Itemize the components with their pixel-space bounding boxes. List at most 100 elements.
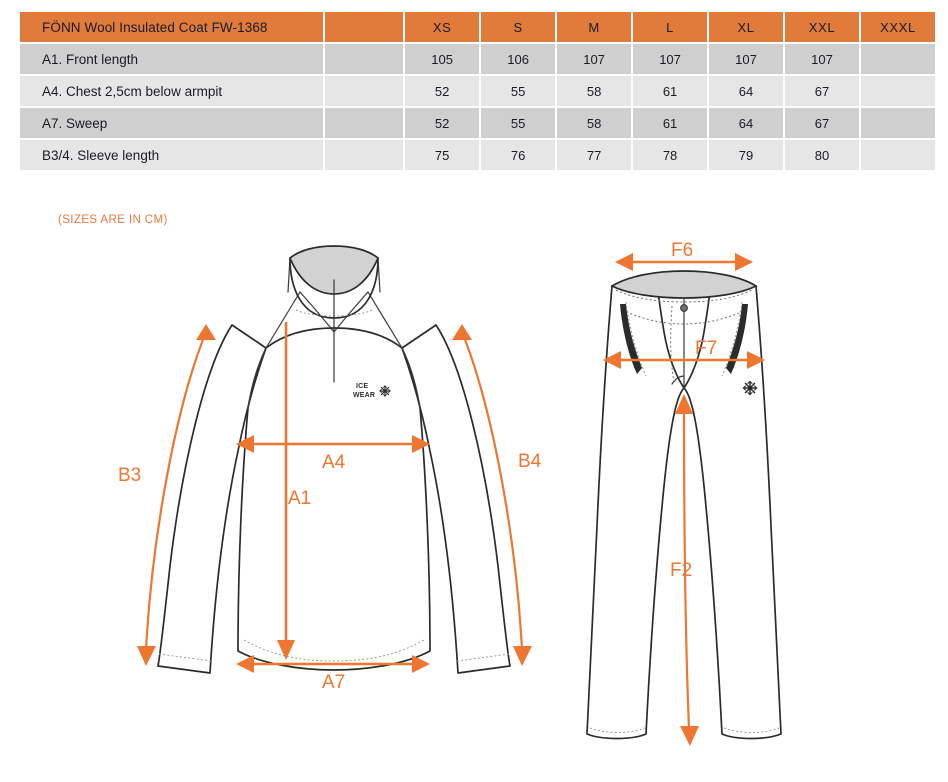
pants-left-leg xyxy=(586,281,685,740)
spacer-cell xyxy=(325,44,404,74)
value-l: 61 xyxy=(633,76,708,106)
header-size-l: L xyxy=(633,12,708,42)
measure-arrow-f6: F6 xyxy=(615,240,753,271)
f7-arrowhead-right xyxy=(747,351,765,369)
f2-arrowhead-top xyxy=(675,394,693,414)
f6-arrowhead-right xyxy=(735,253,753,271)
label-a1: A1 xyxy=(288,488,311,509)
jacket-left-sleeve xyxy=(157,324,267,674)
header-size-xl: XL xyxy=(709,12,783,42)
garment-diagram-svg: ICE WEAR B3 B4 xyxy=(118,240,782,746)
value-xs: 75 xyxy=(405,140,480,170)
a7-arrowhead-left xyxy=(236,655,254,673)
garment-diagrams: ICE WEAR B3 B4 xyxy=(0,236,948,782)
header-size-xs: XS xyxy=(405,12,480,42)
right-armhole-seam xyxy=(401,347,421,409)
header-spacer-cell xyxy=(325,12,404,42)
value-xxl: 107 xyxy=(785,44,859,74)
label-f2: F2 xyxy=(670,560,692,581)
table-header: FÖNN Wool Insulated Coat FW-1368 XS S M … xyxy=(20,12,935,42)
value-xs: 52 xyxy=(405,108,480,138)
value-xxl: 67 xyxy=(785,76,859,106)
left-pocket-stitch xyxy=(625,301,647,377)
f2-arrowhead-bottom xyxy=(680,726,699,746)
sizes-unit-note: (SIZES ARE IN CM) xyxy=(58,214,168,226)
left-armhole-seam xyxy=(247,347,267,409)
measure-arrow-f2: F2 xyxy=(670,394,699,746)
value-s: 55 xyxy=(481,76,556,106)
label-b4: B4 xyxy=(518,451,542,472)
value-m: 77 xyxy=(557,140,632,170)
right-cuff-stitch xyxy=(456,653,510,662)
value-xxxl xyxy=(860,76,935,106)
b3-arrowhead-bottom xyxy=(137,646,156,666)
pants-fly-stitch xyxy=(670,305,675,383)
right-yoke-seam xyxy=(333,291,369,333)
b3-arrowhead-top xyxy=(196,324,216,340)
value-l: 78 xyxy=(633,140,708,170)
label-f7: F7 xyxy=(695,338,717,359)
a4-arrowhead-left xyxy=(236,435,254,453)
f2-arrow-line xyxy=(682,405,691,729)
label-a4: A4 xyxy=(322,452,346,473)
collar-left-edge xyxy=(287,257,291,293)
table-row: B3/4. Sleeve length 75 76 77 78 79 80 xyxy=(20,140,935,170)
measure-arrow-a1: A1 xyxy=(277,322,311,660)
fly-curve xyxy=(671,375,685,385)
value-s: 106 xyxy=(481,44,556,74)
a7-arrowhead-right xyxy=(412,655,430,673)
table-row: A1. Front length 105 106 107 107 107 107 xyxy=(20,44,935,74)
left-cuff-stitch xyxy=(158,653,212,662)
snowflake-icon xyxy=(742,380,758,396)
product-title: FÖNN Wool Insulated Coat FW-1368 xyxy=(20,12,324,42)
value-m: 58 xyxy=(557,108,632,138)
value-l: 61 xyxy=(633,108,708,138)
table-row: A4. Chest 2,5cm below armpit 52 55 58 61… xyxy=(20,76,935,106)
right-hem-stitch xyxy=(723,727,780,733)
ice-wear-logo: ICE WEAR xyxy=(353,383,391,399)
f6-arrowhead-left xyxy=(615,253,633,271)
header-row: FÖNN Wool Insulated Coat FW-1368 XS S M … xyxy=(20,12,935,42)
right-pocket-stitch xyxy=(721,301,743,377)
value-m: 58 xyxy=(557,76,632,106)
value-xl: 107 xyxy=(709,44,783,74)
value-xs: 105 xyxy=(405,44,480,74)
logo-line-1: ICE xyxy=(356,383,368,390)
value-xs: 52 xyxy=(405,76,480,106)
pants-left-pocket xyxy=(620,304,642,374)
spacer-cell xyxy=(325,76,404,106)
header-size-s: S xyxy=(481,12,556,42)
value-xl: 64 xyxy=(709,76,783,106)
left-yoke-seam xyxy=(299,291,335,333)
b4-arrowhead-bottom xyxy=(513,646,532,666)
table-body: A1. Front length 105 106 107 107 107 107… xyxy=(20,44,935,170)
label-a7: A7 xyxy=(322,672,345,693)
value-s: 55 xyxy=(481,108,556,138)
measure-arrow-b4: B4 xyxy=(452,324,542,666)
spacer-cell xyxy=(325,140,404,170)
f7-arrowhead-left xyxy=(603,351,621,369)
pants-right-pocket xyxy=(726,304,748,374)
spacer-cell xyxy=(325,108,404,138)
header-size-xxxl: XXXL xyxy=(860,12,935,42)
measure-arrow-a4: A4 xyxy=(236,435,430,473)
logo-line-2: WEAR xyxy=(353,392,375,399)
jacket-right-sleeve xyxy=(401,324,511,674)
value-xxl: 67 xyxy=(785,108,859,138)
value-xxxl xyxy=(860,44,935,74)
left-hem-stitch xyxy=(589,727,646,733)
value-xl: 79 xyxy=(709,140,783,170)
jacket-illustration: ICE WEAR B3 B4 xyxy=(118,245,542,693)
header-size-m: M xyxy=(557,12,632,42)
measure-arrow-a7: A7 xyxy=(236,655,430,693)
label-b3: B3 xyxy=(118,465,141,486)
value-xxl: 80 xyxy=(785,140,859,170)
measure-arrow-b3: B3 xyxy=(118,324,216,666)
b4-arrowhead-top xyxy=(452,324,472,340)
measurement-label: A7. Sweep xyxy=(20,108,324,138)
size-chart-table: FÖNN Wool Insulated Coat FW-1368 XS S M … xyxy=(18,10,937,172)
measurement-label: B3/4. Sleeve length xyxy=(20,140,324,170)
value-xxxl xyxy=(860,108,935,138)
value-l: 107 xyxy=(633,44,708,74)
header-size-xxl: XXL xyxy=(785,12,859,42)
